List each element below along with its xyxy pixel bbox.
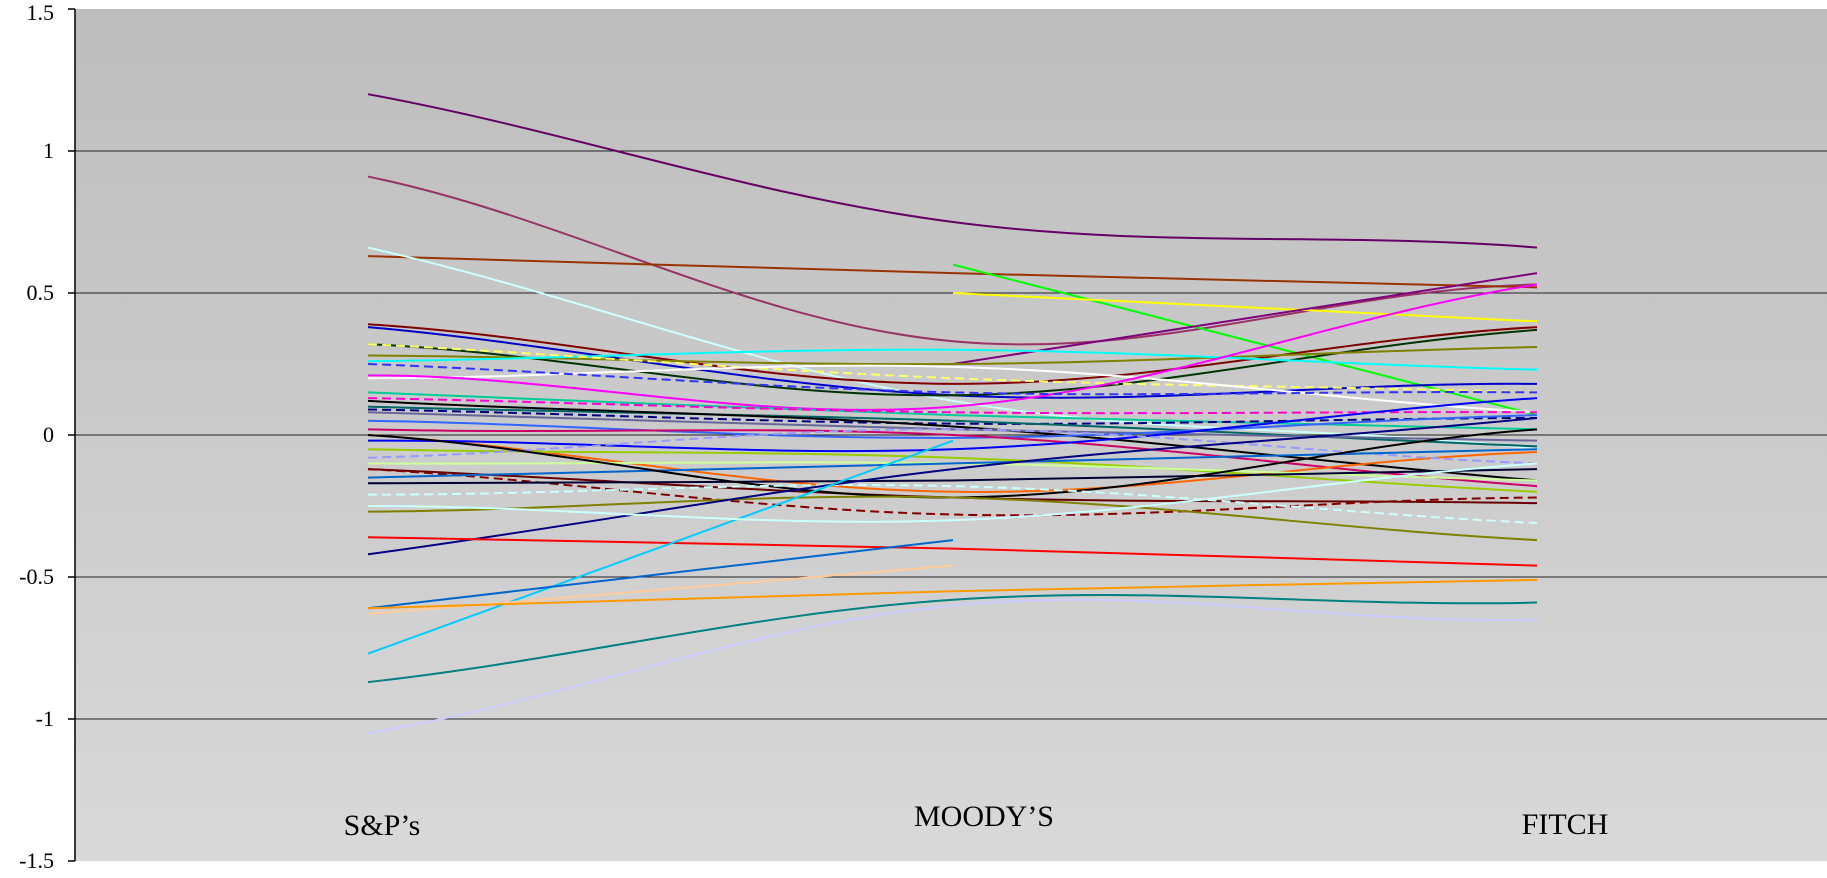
- series-line: [367, 594, 1538, 684]
- category-label: MOODY’S: [914, 800, 1054, 833]
- category-label: S&P’s: [344, 809, 421, 842]
- series-line: [367, 495, 1538, 542]
- y-tick-label: 0: [43, 422, 54, 447]
- series-line: [367, 448, 1538, 479]
- series-line: [367, 434, 1538, 493]
- series-line: [367, 536, 1538, 567]
- y-tick-labels: 1.5 1 0.5 0 -0.5 -1 -1.5: [19, 0, 54, 873]
- series-line: [367, 411, 1538, 442]
- series-line: [367, 175, 1538, 346]
- y-tick-label: 0.5: [27, 280, 55, 305]
- series-line: [367, 468, 1538, 517]
- category-label: FITCH: [1522, 808, 1609, 841]
- series-line: [952, 292, 1538, 323]
- series-lines: [367, 93, 1538, 735]
- series-line: [367, 391, 1538, 431]
- series-line: [367, 363, 1538, 396]
- series-line: [367, 468, 1538, 485]
- category-labels: S&P’s MOODY’S FITCH: [344, 800, 1609, 842]
- series-line: [367, 348, 1538, 371]
- series-line: [367, 578, 1538, 610]
- series-line: [367, 416, 1538, 556]
- series-line: [367, 343, 1538, 394]
- series-line: [367, 397, 1538, 415]
- series-line: [367, 428, 1538, 488]
- y-tick-label: -0.5: [19, 564, 54, 589]
- y-tick-label: -1.5: [19, 848, 54, 873]
- series-line: [952, 263, 1538, 417]
- y-axis: [68, 8, 76, 862]
- series-line: [367, 345, 1538, 366]
- series-line: [367, 539, 954, 610]
- series-line: [367, 598, 1538, 735]
- series-line: [367, 255, 1538, 289]
- series-line: [367, 283, 1538, 411]
- series-line: [367, 462, 1538, 523]
- series-line: [367, 408, 1538, 425]
- series-line: [367, 414, 1538, 439]
- series-line: [367, 448, 1538, 493]
- series-line: [952, 272, 1538, 365]
- series-line: [367, 439, 954, 655]
- series-line: [367, 397, 1538, 453]
- series-line: [367, 399, 1538, 482]
- series-line: [367, 93, 1538, 249]
- series-line: [367, 484, 1538, 525]
- series-line: [367, 323, 1538, 385]
- y-tick-label: 1.5: [27, 0, 55, 25]
- y-tick-label: -1: [36, 706, 54, 731]
- y-tick-label: 1: [43, 138, 54, 163]
